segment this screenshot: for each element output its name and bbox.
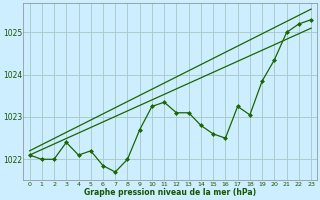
X-axis label: Graphe pression niveau de la mer (hPa): Graphe pression niveau de la mer (hPa) bbox=[84, 188, 256, 197]
